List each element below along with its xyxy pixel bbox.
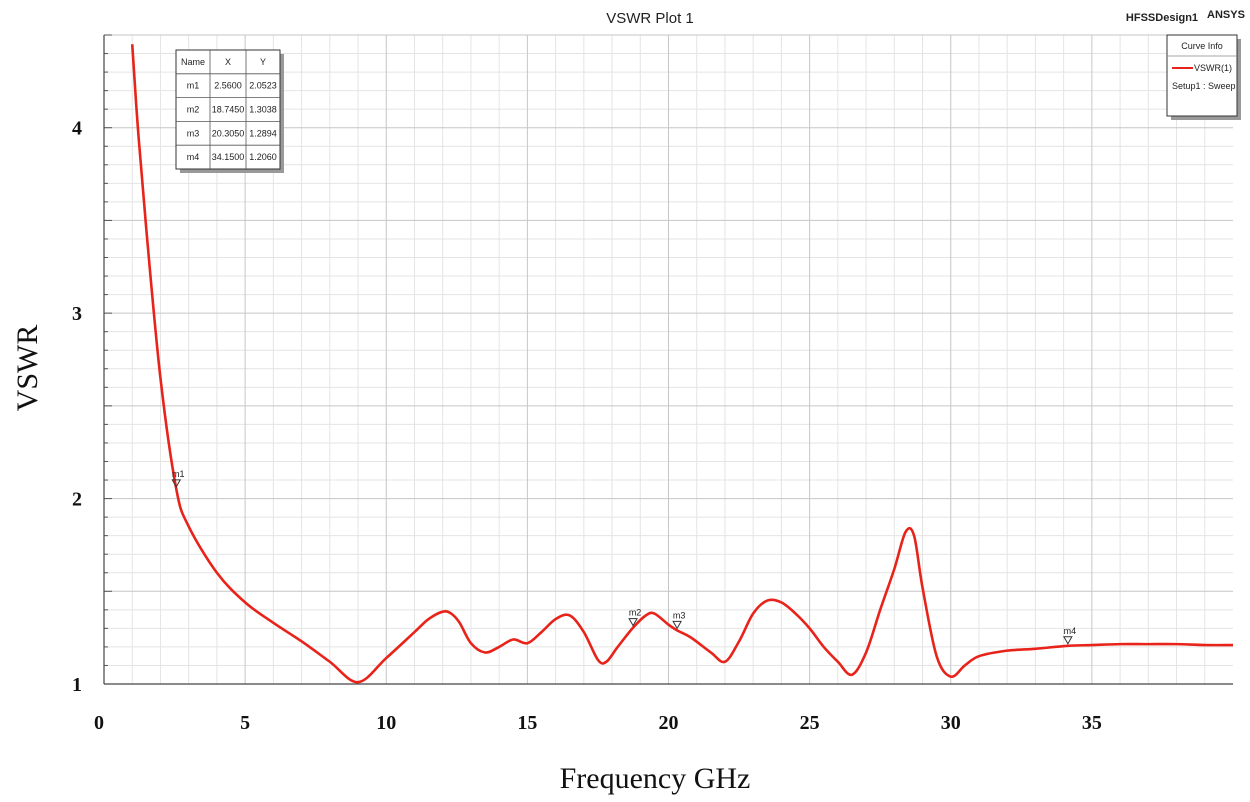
marker-table-cell: m3 (187, 128, 200, 138)
marker-table-frame (175, 49, 281, 170)
marker-table-cell: 18.7450 (212, 105, 245, 115)
marker-table-grid (176, 50, 280, 169)
marker-table-cell: 2.5600 (214, 81, 242, 91)
marker-m3-label: m3 (673, 610, 686, 620)
marker-table: Name X Ym1 2.5600 2.0523 m2 18.7450 1.3038 m3 20.… (175, 49, 284, 173)
design-name-label: HFSSDesign1 (1126, 12, 1198, 24)
marker-m2-label: m2 (629, 608, 642, 618)
y-tick-labels: 1 2 3 4 (72, 118, 82, 696)
marker-m1-label: m1 (172, 469, 185, 479)
y-tick-label: 2 (72, 489, 82, 511)
x-tick-label: 5 (240, 712, 250, 734)
chart-title: VSWR Plot 1 (606, 10, 694, 27)
legend: Curve Info VSWR(1) Setup1 : Sweep (1166, 34, 1241, 120)
marker-table-cell: m2 (187, 105, 200, 115)
y-tick-label: 3 (72, 303, 82, 325)
series-line-vswr (130, 44, 1234, 684)
marker-m1-triangle (171, 479, 182, 488)
marker-table-cell: 1.2060 (249, 152, 277, 162)
marker-layer: m1 m2 m3 m4 (171, 469, 1077, 645)
x-tick-label: 10 (376, 712, 396, 734)
marker-m4-label: m4 (1064, 626, 1077, 636)
marker-table-cell: 1.2894 (249, 128, 277, 138)
legend-entry-name: VSWR(1) (1194, 63, 1232, 73)
y-axis-label: VSWR (11, 325, 44, 412)
marker-table-cell: m4 (187, 152, 200, 162)
x-tick-labels: 0 5 10 15 20 25 30 35 (94, 712, 1102, 734)
marker-table-cell: 1.3038 (249, 105, 277, 115)
x-axis-label: Frequency GHz (560, 762, 751, 795)
x-tick-label: 30 (941, 712, 961, 734)
marker-table-cell: 20.3050 (212, 128, 245, 138)
marker-m2-triangle (628, 618, 638, 627)
x-tick-label: 0 (94, 712, 104, 734)
y-tick-label: 4 (72, 118, 82, 140)
legend-frame (1166, 34, 1238, 117)
x-tick-label: 35 (1082, 712, 1102, 734)
marker-table-cell: m1 (187, 81, 200, 91)
x-tick-label: 25 (800, 712, 820, 734)
marker-table-header: Name (181, 57, 205, 67)
marker-table-header: X (225, 57, 231, 67)
y-tick-label: 1 (72, 674, 82, 696)
major-grid (104, 34, 1233, 685)
axes (103, 35, 1233, 685)
legend-entry-subtitle: Setup1 : Sweep (1172, 81, 1236, 91)
marker-table-cell: 34.1500 (212, 152, 245, 162)
legend-title: Curve Info (1181, 41, 1223, 51)
marker-table-cell: 2.0523 (249, 81, 277, 91)
series-layer (130, 44, 1234, 684)
brand-label: ANSYS (1207, 9, 1245, 21)
x-tick-label: 20 (659, 712, 679, 734)
marker-table-cells: Name X Ym1 2.5600 2.0523 m2 18.7450 1.3038 m3 20.… (181, 57, 277, 162)
marker-m4-triangle (1063, 636, 1073, 645)
x-tick-label: 15 (517, 712, 537, 734)
marker-table-header: Y (260, 57, 266, 67)
marker-m3-triangle (672, 620, 682, 630)
